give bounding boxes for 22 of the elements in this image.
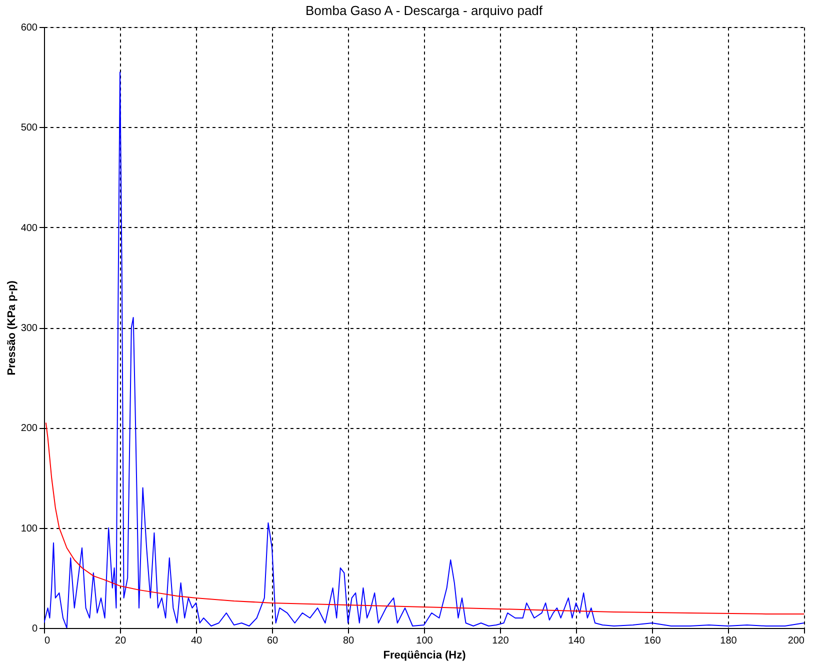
x-tick-label: 0 [44,636,50,646]
line-series [45,422,804,614]
x-tick-label: 60 [266,636,278,646]
y-tick-label: 0 [32,624,38,634]
y-tick-label: 500 [20,122,38,134]
x-tick-label: 20 [114,636,126,646]
x-axis-title: Freqüência (Hz) [383,650,466,662]
x-tick-label: 200 [788,636,805,646]
x-tick-label: 180 [720,636,738,646]
x-tick-label: 120 [492,636,510,646]
x-tick-label: 140 [568,636,586,646]
y-tick-label: 100 [20,523,38,534]
x-tick-label: 80 [342,636,354,646]
x-tick-label: 100 [416,636,434,646]
y-tick-label: 200 [20,423,38,434]
x-tick-label: 160 [644,636,662,646]
x-tick-label: 40 [190,636,202,646]
y-tick-label: 400 [20,222,38,234]
y-tick-label: 300 [20,323,38,334]
chart-title: Bomba Gaso A - Descarga - arquivo padf [305,3,543,18]
y-axis-title: Pressão (KPa p-p) [6,280,18,376]
y-tick-label: 600 [20,22,38,34]
